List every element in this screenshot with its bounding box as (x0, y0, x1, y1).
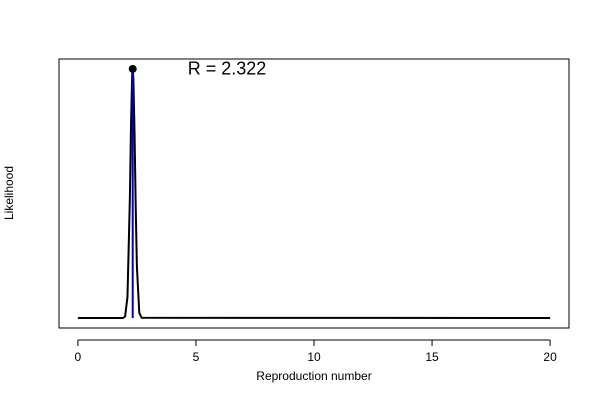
x-tick-label: 0 (75, 350, 82, 364)
x-tick-label: 20 (543, 350, 557, 364)
x-axis-label: Reproduction number (256, 369, 371, 383)
likelihood-curve (77, 68, 551, 320)
x-tick-label: 10 (307, 350, 321, 364)
plot-box (58, 58, 570, 329)
x-tick-label: 5 (193, 350, 200, 364)
annotation: R = 2.322 (188, 59, 267, 79)
x-tick-label: 15 (425, 350, 439, 364)
y-axis-label: Likelihood (2, 166, 16, 220)
estimate-point (128, 64, 137, 73)
